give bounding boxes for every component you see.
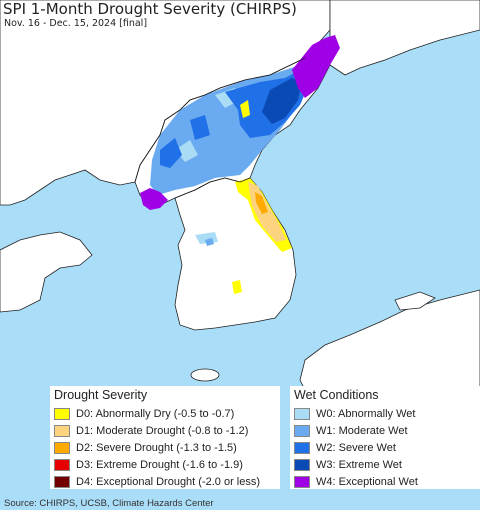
source-credit: Source: CHIRPS, UCSB, Climate Hazards Ce…: [4, 498, 214, 509]
legend-label-d1: D1: Moderate Drought (-0.8 to -1.2): [76, 425, 249, 437]
w1-fleck-south: [205, 238, 214, 246]
legend-label-w0: W0: Abnormally Wet: [316, 408, 416, 420]
legend-item-w1: W1: Moderate Wet: [294, 423, 408, 439]
legend-item-d2: D2: Severe Drought (-1.3 to -1.5): [54, 440, 237, 456]
w0-region: [175, 88, 240, 162]
w3-region: [262, 78, 302, 124]
jeju-island: [190, 368, 220, 382]
legend-item-d3: D3: Extreme Drought (-1.6 to -1.9): [54, 457, 243, 473]
korea-dmz-border: [174, 177, 251, 199]
swatch-w4: [294, 476, 310, 488]
shandong-land: [0, 231, 93, 313]
legend-label-w2: W2: Severe Wet: [316, 442, 396, 454]
swatch-d1: [54, 425, 70, 437]
legend-item-w4: W4: Exceptional Wet: [294, 474, 418, 490]
legend-label-w4: W4: Exceptional Wet: [316, 476, 418, 488]
legend-item-w3: W3: Extreme Wet: [294, 457, 402, 473]
swatch-w1: [294, 425, 310, 437]
legend-label-d2: D2: Severe Drought (-1.3 to -1.5): [76, 442, 237, 454]
swatch-d0: [54, 408, 70, 420]
w4-region-northeast: [292, 35, 340, 98]
legend-item-w2: W2: Severe Wet: [294, 440, 396, 456]
swatch-d3: [54, 459, 70, 471]
china-nk-border: [134, 57, 306, 183]
legend-label-d3: D3: Extreme Drought (-1.6 to -1.9): [76, 459, 243, 471]
d0-region-south: [232, 280, 242, 294]
legend-label-d0: D0: Abnormally Dry (-0.5 to -0.7): [76, 408, 235, 420]
wet-legend: Wet Conditions W0: Abnormally Wet W1: Mo…: [290, 386, 480, 489]
swatch-w0: [294, 408, 310, 420]
legend-label-w3: W3: Extreme Wet: [316, 459, 402, 471]
swatch-d4: [54, 476, 70, 488]
d0-fleck-north: [240, 100, 250, 118]
japan-islands: [394, 291, 436, 311]
legend-item-d1: D1: Moderate Drought (-0.8 to -1.2): [54, 423, 248, 439]
wet-legend-heading: Wet Conditions: [294, 388, 379, 402]
swatch-w2: [294, 442, 310, 454]
legend-item-d4: D4: Exceptional Drought (-2.0 or less): [54, 474, 260, 490]
map-title: SPI 1-Month Drought Severity (CHIRPS): [3, 0, 297, 18]
map-subtitle: Nov. 16 - Dec. 15, 2024 [final]: [4, 18, 148, 29]
legend-item-d0: D0: Abnormally Dry (-0.5 to -0.7): [54, 406, 234, 422]
swatch-d2: [54, 442, 70, 454]
d2-region: [255, 192, 268, 214]
legend-label-w1: W1: Moderate Wet: [316, 425, 408, 437]
drought-legend-heading: Drought Severity: [54, 388, 148, 402]
w4-region-southwest: [140, 188, 168, 210]
swatch-w3: [294, 459, 310, 471]
legend-label-d4: D4: Exceptional Drought (-2.0 or less): [76, 476, 261, 488]
drought-legend: Drought Severity D0: Abnormally Dry (-0.…: [50, 386, 280, 489]
legend-item-w0: W0: Abnormally Wet: [294, 406, 415, 422]
